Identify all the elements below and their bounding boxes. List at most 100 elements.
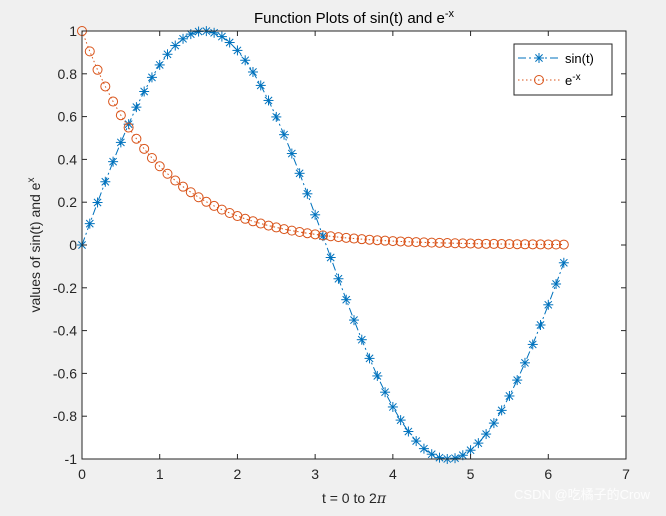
data-point-asterisk bbox=[84, 218, 95, 229]
data-point-asterisk bbox=[535, 320, 546, 331]
data-point-asterisk bbox=[310, 209, 321, 220]
x-tick-label: 1 bbox=[156, 466, 164, 482]
data-point-circle bbox=[84, 46, 95, 57]
data-point-asterisk bbox=[512, 375, 523, 386]
data-point-asterisk bbox=[558, 257, 569, 268]
legend-label: sin(t) bbox=[565, 51, 594, 66]
y-tick-label: -0.4 bbox=[53, 323, 77, 339]
data-point-circle bbox=[162, 168, 173, 179]
data-point-asterisk bbox=[92, 197, 103, 208]
data-point-asterisk bbox=[240, 55, 251, 66]
data-point-circle bbox=[535, 239, 546, 250]
legend-entry: e-x bbox=[518, 72, 581, 88]
data-point-asterisk bbox=[193, 26, 204, 37]
y-tick-label: -1 bbox=[65, 451, 78, 467]
data-point-circle bbox=[465, 238, 476, 249]
data-point-asterisk bbox=[170, 40, 181, 51]
data-point-asterisk bbox=[279, 129, 290, 140]
data-point-asterisk bbox=[108, 156, 119, 167]
x-tick-label: 3 bbox=[311, 466, 319, 482]
data-point-circle bbox=[240, 213, 251, 224]
data-point-circle bbox=[333, 232, 344, 243]
data-point-circle bbox=[92, 64, 103, 75]
data-point-asterisk bbox=[465, 445, 476, 456]
data-point-asterisk bbox=[162, 49, 173, 60]
legend-marker bbox=[534, 53, 544, 63]
data-point-circle bbox=[247, 216, 258, 227]
data-point-asterisk bbox=[255, 80, 266, 91]
data-point-asterisk bbox=[411, 436, 422, 447]
y-tick-label: -0.2 bbox=[53, 280, 77, 296]
data-point-circle bbox=[170, 175, 181, 186]
data-point-asterisk bbox=[216, 31, 227, 42]
legend-marker bbox=[534, 75, 544, 85]
data-point-circle bbox=[496, 239, 507, 250]
data-point-circle bbox=[387, 236, 398, 247]
data-point-asterisk bbox=[139, 86, 150, 97]
y-tick-label: 0.8 bbox=[58, 66, 78, 82]
data-point-asterisk bbox=[115, 137, 126, 148]
data-point-circle bbox=[442, 238, 453, 249]
x-tick-label: 2 bbox=[234, 466, 242, 482]
data-point-asterisk bbox=[356, 334, 367, 345]
data-point-asterisk bbox=[403, 426, 414, 437]
data-point-asterisk bbox=[349, 315, 359, 326]
x-axis-ticks: 0 1 2 3 4 5 6 7 bbox=[78, 31, 630, 482]
y-tick-label: 0 bbox=[69, 237, 77, 253]
y-axis-label: values of sin(t) and ex bbox=[26, 178, 43, 313]
data-point-circle bbox=[310, 229, 321, 240]
data-point-asterisk bbox=[286, 148, 297, 159]
data-point-asterisk bbox=[341, 294, 352, 305]
data-point-circle bbox=[255, 218, 266, 229]
series-exp bbox=[77, 26, 569, 250]
data-point-circle bbox=[286, 225, 297, 236]
data-point-asterisk bbox=[131, 102, 142, 113]
data-point-circle bbox=[279, 224, 290, 235]
data-point-asterisk bbox=[395, 415, 406, 426]
data-point-circle bbox=[154, 161, 165, 172]
data-point-asterisk bbox=[224, 37, 235, 48]
data-point-circle bbox=[434, 237, 445, 248]
data-point-asterisk bbox=[209, 27, 220, 38]
data-point-circle bbox=[395, 236, 406, 247]
series-sin bbox=[77, 26, 569, 464]
data-point-asterisk bbox=[551, 278, 562, 289]
data-point-asterisk bbox=[302, 188, 313, 199]
data-point-circle bbox=[193, 192, 204, 203]
data-point-asterisk bbox=[294, 168, 305, 179]
data-point-circle bbox=[380, 235, 391, 246]
data-point-circle bbox=[302, 228, 313, 239]
data-point-asterisk bbox=[364, 353, 375, 364]
y-tick-label: 0.2 bbox=[58, 194, 78, 210]
data-point-circle bbox=[271, 222, 282, 233]
data-point-circle bbox=[473, 238, 484, 249]
y-tick-label: 0.6 bbox=[58, 109, 78, 125]
data-point-circle bbox=[115, 110, 126, 121]
data-point-asterisk bbox=[504, 390, 515, 401]
data-point-circle bbox=[263, 220, 274, 231]
legend-entry: sin(t) bbox=[518, 51, 594, 66]
data-point-asterisk bbox=[543, 299, 554, 310]
data-point-circle bbox=[551, 239, 562, 250]
y-tick-label: 1 bbox=[69, 23, 77, 39]
data-point-circle bbox=[450, 238, 461, 249]
data-point-asterisk bbox=[473, 438, 484, 449]
x-tick-label: 7 bbox=[622, 466, 630, 482]
data-point-circle bbox=[512, 239, 523, 250]
data-point-asterisk bbox=[519, 357, 530, 368]
data-point-asterisk bbox=[426, 449, 437, 460]
data-point-circle bbox=[294, 226, 305, 237]
data-point-asterisk bbox=[496, 405, 507, 416]
data-point-asterisk bbox=[527, 339, 538, 350]
series-layer bbox=[77, 26, 569, 464]
x-tick-label: 0 bbox=[78, 466, 86, 482]
data-point-asterisk bbox=[372, 370, 383, 381]
y-tick-label: -0.6 bbox=[53, 365, 77, 381]
data-point-circle bbox=[543, 239, 554, 250]
data-point-circle bbox=[403, 236, 414, 247]
data-point-asterisk bbox=[380, 387, 391, 398]
legend-box bbox=[513, 43, 613, 96]
data-point-asterisk bbox=[481, 429, 492, 440]
data-point-circle bbox=[139, 143, 150, 154]
